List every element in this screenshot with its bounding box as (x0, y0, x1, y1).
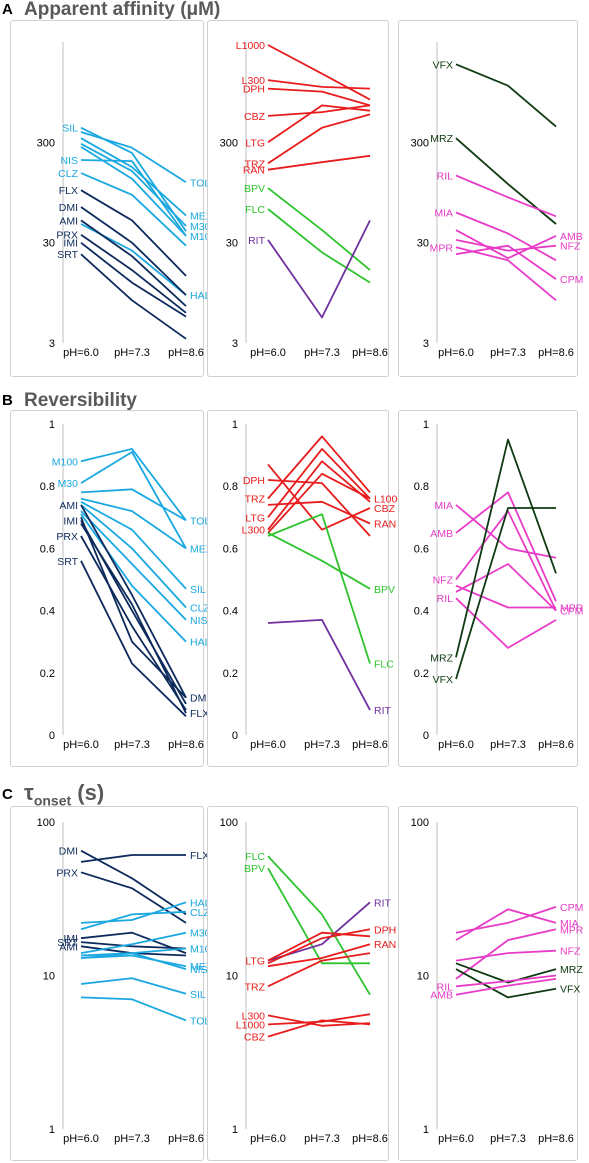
section-c-title-tau: τ (24, 780, 34, 805)
section-c-letter: C (2, 786, 13, 803)
section-a-title: Apparent affinity (μM) (24, 0, 221, 20)
section-b-letter: B (2, 392, 13, 409)
chart-panel-c1 (10, 806, 204, 1161)
section-c-title-unit: (s) (71, 780, 105, 805)
chart-panel-b3 (398, 410, 578, 767)
chart-panel-a2 (207, 20, 389, 377)
section-b-title: Reversibility (24, 390, 137, 411)
chart-panel-a3 (398, 20, 578, 377)
chart-panel-a1 (10, 20, 204, 377)
section-c-title: τonset (s) (24, 780, 104, 808)
chart-panel-b1 (10, 410, 204, 767)
chart-panel-b2 (207, 410, 389, 767)
section-a-letter: A (2, 1, 13, 18)
section-c-title-subscript: onset (33, 792, 72, 809)
chart-panel-c3 (398, 806, 578, 1161)
chart-panel-c2 (207, 806, 389, 1161)
